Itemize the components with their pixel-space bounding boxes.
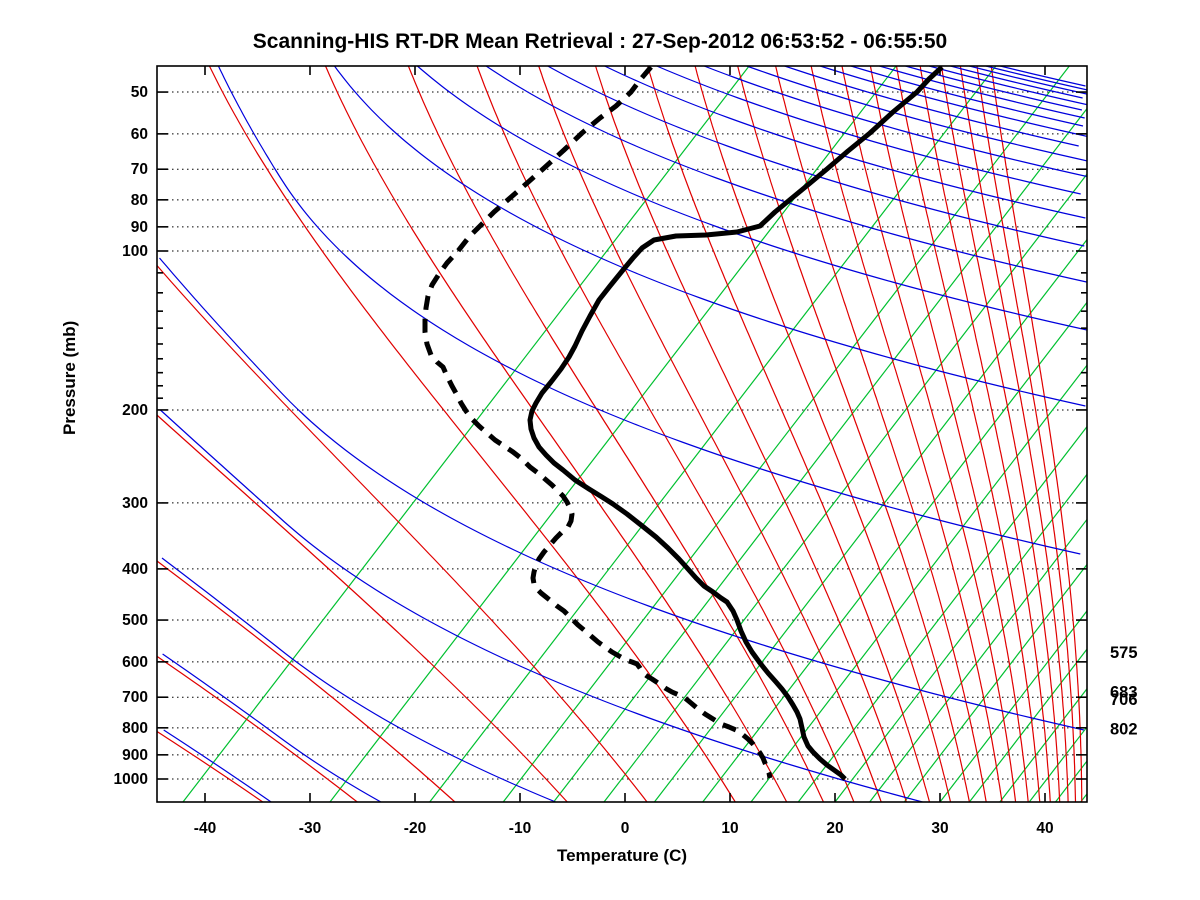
- level-annotation: 575: [1110, 644, 1138, 662]
- chart-title: Scanning-HIS RT-DR Mean Retrieval : 27-S…: [252, 30, 948, 53]
- x-tick-label: 20: [826, 820, 843, 837]
- y-tick-label: 1000: [114, 771, 148, 788]
- dewpoint-curve: [422, 66, 773, 779]
- level-annotation: 706: [1110, 691, 1138, 709]
- plot-area: [157, 66, 1087, 802]
- x-axis-label: Temperature (C): [556, 846, 688, 865]
- y-tick-label: 500: [122, 612, 148, 629]
- moist-adiabat-lines: [159, 66, 1087, 802]
- x-tick-label: 0: [621, 820, 630, 837]
- y-tick-label: 900: [122, 747, 148, 764]
- tick-labels: -40 -30 -20 -10 0 10 20 30 40 50 60 70 80 90 100 200 300…: [114, 84, 1054, 837]
- pressure-gridlines: [157, 91, 1087, 780]
- y-tick-label: 90: [131, 219, 148, 236]
- x-tick-label: -10: [509, 820, 531, 837]
- y-tick-label: 80: [131, 192, 148, 209]
- y-tick-label: 300: [122, 495, 148, 512]
- y-tick-label: 700: [122, 689, 148, 706]
- y-tick-label: 600: [122, 654, 148, 671]
- x-tick-label: -20: [404, 820, 426, 837]
- axis-ticks: [157, 66, 1087, 802]
- level-annotation: 683: [1110, 684, 1138, 702]
- y-tick-label: 50: [131, 84, 148, 101]
- x-tick-label: -30: [299, 820, 321, 837]
- y-tick-label: 60: [131, 126, 148, 143]
- y-tick-label: 100: [122, 243, 148, 260]
- y-tick-label: 200: [122, 402, 148, 419]
- plot-border: [156, 65, 1088, 803]
- dry-adiabat-lines: [157, 66, 1083, 802]
- level-annotation: 802: [1110, 720, 1138, 738]
- temperature-curve: [527, 66, 944, 781]
- mixing-ratio-lines: [182, 66, 1087, 802]
- x-tick-label: 10: [721, 820, 738, 837]
- x-tick-label: 40: [1036, 820, 1053, 837]
- y-tick-label: 400: [122, 561, 148, 578]
- x-tick-label: -40: [194, 820, 216, 837]
- y-tick-label: 800: [122, 720, 148, 737]
- x-tick-label: 30: [931, 820, 948, 837]
- y-tick-label: 70: [131, 161, 148, 178]
